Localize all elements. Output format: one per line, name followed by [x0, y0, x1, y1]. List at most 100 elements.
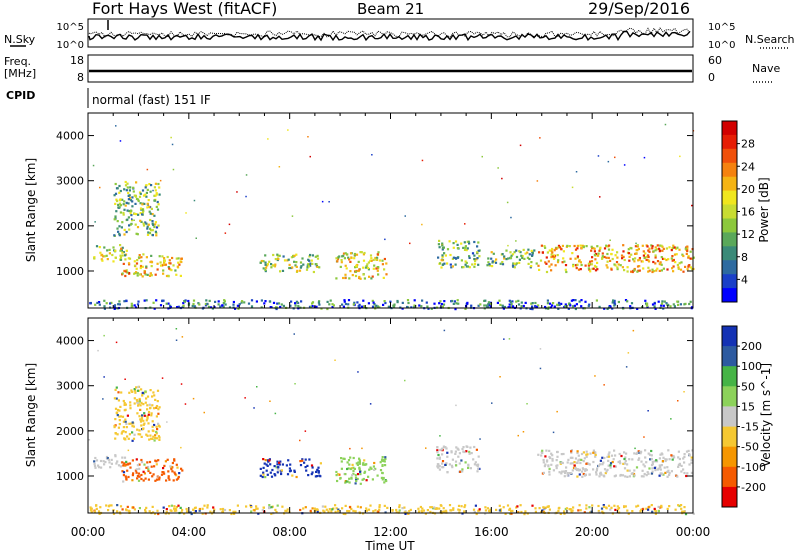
- range-gate-cell: [135, 181, 138, 184]
- range-gate-cell: [194, 506, 197, 509]
- colorbar-frame: [721, 325, 738, 508]
- range-gate-cell: [594, 258, 597, 261]
- range-gate-cell: [133, 389, 136, 392]
- range-gate-cell: [592, 449, 595, 452]
- range-gate-cell: [499, 376, 501, 378]
- range-gate-cell: [320, 307, 323, 310]
- range-gate-cell: [123, 188, 126, 191]
- range-gate-cell: [379, 461, 382, 464]
- range-gate-cell: [635, 466, 639, 469]
- range-gate-cell: [348, 277, 351, 280]
- range-gate-cell: [498, 504, 501, 507]
- range-gate-cell: [676, 263, 679, 267]
- range-gate-cell: [598, 475, 601, 478]
- beam-title: Beam 21: [357, 0, 424, 18]
- range-gate-cell: [439, 448, 442, 452]
- range-gate-cell: [146, 225, 149, 228]
- range-gate-cell: [171, 461, 174, 465]
- range-gate-cell: [132, 472, 135, 475]
- range-gate-cell: [135, 398, 138, 402]
- range-gate-cell: [151, 429, 154, 432]
- range-gate-cell: [307, 136, 309, 138]
- range-gate-cell: [626, 266, 629, 269]
- range-gate-cell: [129, 186, 132, 189]
- range-gate-cell: [120, 391, 123, 394]
- range-gate-cell: [264, 300, 267, 303]
- cpid-value: normal (fast) 151 IF: [92, 93, 211, 107]
- range-gate-cell: [165, 274, 169, 278]
- range-gate-cell: [152, 473, 155, 476]
- range-gate-cell: [127, 462, 130, 465]
- range-gate-cell: [628, 458, 631, 461]
- range-gate-cell: [331, 303, 334, 306]
- range-gate-cell: [603, 456, 606, 460]
- range-gate-cell: [266, 473, 269, 476]
- range-gate-cell: [438, 465, 441, 468]
- range-gate-cell: [520, 305, 523, 308]
- range-gate-cell: [571, 186, 574, 189]
- range-gate-cell: [677, 267, 680, 270]
- range-gate-cell: [659, 506, 662, 509]
- range-gate-cell: [94, 456, 97, 460]
- range-gate-cell: [624, 459, 627, 463]
- range-gate-cell: [131, 218, 133, 220]
- range-gate-cell: [664, 459, 667, 463]
- range-gate-cell: [232, 300, 235, 304]
- range-gate-cell: [521, 255, 524, 258]
- range-gate-cell: [531, 253, 534, 256]
- range-gate-cell: [578, 458, 581, 461]
- colorbar-swatch: [722, 218, 737, 233]
- range-gate-cell: [142, 423, 145, 426]
- range-gate-cell: [654, 510, 657, 513]
- range-gate-cell: [634, 257, 637, 260]
- range-gate-cell: [461, 468, 464, 471]
- range-gate-cell: [109, 466, 112, 469]
- range-gate-cell: [555, 464, 558, 467]
- range-gate-cell: [193, 305, 196, 308]
- range-gate-cell: [264, 263, 267, 266]
- range-gate-cell: [311, 507, 314, 510]
- range-gate-cell: [610, 252, 613, 256]
- range-gate-cell: [175, 339, 178, 341]
- range-gate-cell: [607, 453, 610, 456]
- range-gate-cell: [651, 470, 654, 473]
- range-gate-cell: [647, 506, 650, 509]
- range-gate-cell: [548, 265, 551, 268]
- range-gate-cell: [571, 509, 574, 512]
- range-gate-cell: [383, 300, 386, 303]
- range-gate-cell: [404, 510, 407, 513]
- range-gate-cell: [472, 458, 475, 461]
- range-gate-cell: [308, 259, 311, 262]
- range-gate-cell: [508, 338, 511, 340]
- range-gate-cell: [551, 459, 554, 462]
- range-gate-cell: [329, 299, 332, 302]
- range-gate-cell: [299, 508, 302, 512]
- range-gate-cell: [642, 463, 645, 466]
- range-gate-cell: [648, 467, 651, 470]
- nave-label: Nave: [752, 62, 780, 75]
- range-gate-cell: [436, 446, 439, 449]
- range-gate-cell: [274, 412, 277, 415]
- range-gate-cell: [125, 509, 128, 512]
- range-gate-cell: [585, 450, 588, 453]
- range-gate-cell: [262, 267, 265, 270]
- range-gate-cell: [548, 449, 551, 452]
- range-gate-cell: [125, 230, 128, 234]
- range-gate-cell: [328, 201, 330, 203]
- range-gate-cell: [643, 472, 646, 476]
- range-gate-cell: [103, 463, 106, 466]
- range-gate-cell: [140, 388, 143, 391]
- range-gate-cell: [174, 507, 177, 510]
- range-gate-cell: [151, 475, 154, 478]
- range-gate-cell: [499, 262, 502, 265]
- range-gate-cell: [354, 510, 357, 513]
- range-gate-cell: [403, 511, 406, 514]
- range-gate-cell: [105, 254, 108, 257]
- range-gate-cell: [381, 456, 384, 459]
- range-gate-cell: [105, 504, 108, 507]
- range-gate-cell: [657, 300, 660, 303]
- range-gate-cell: [198, 507, 201, 511]
- range-gate-cell: [401, 301, 404, 304]
- range-gate-cell: [146, 404, 149, 407]
- range-gate-cell: [143, 414, 146, 417]
